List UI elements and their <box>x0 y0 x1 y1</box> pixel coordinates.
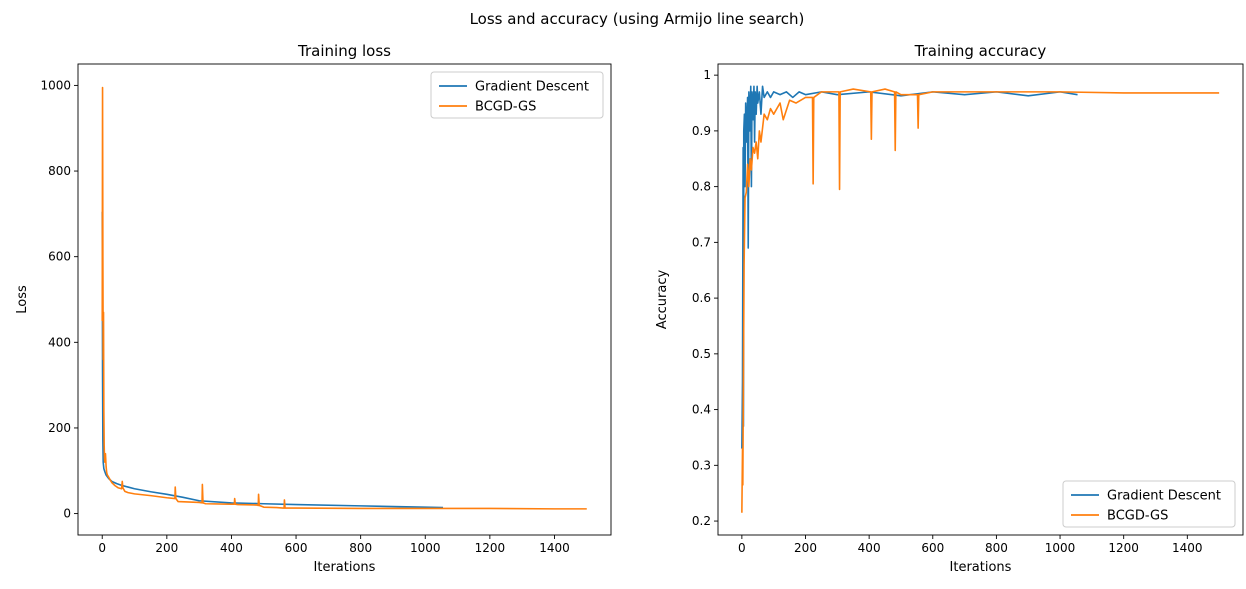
series-line-gradient-descent <box>741 85 1078 449</box>
x-axis-label: Iterations <box>314 560 376 575</box>
axes-frame <box>717 63 1244 536</box>
x-tick-label: 400 <box>858 541 881 555</box>
y-tick-label: 0 <box>63 507 71 521</box>
panel-title: Training loss <box>297 42 391 60</box>
y-tick-label: 0.5 <box>692 347 711 361</box>
legend-entry: BCGD-GS <box>475 100 536 115</box>
legend-entry: BCGD-GS <box>1107 509 1168 524</box>
y-tick-label: 0.8 <box>692 180 711 194</box>
x-tick-label: 0 <box>738 541 746 555</box>
legend-box <box>430 71 604 119</box>
series-line-bcgd-gs <box>101 86 587 510</box>
y-tick-label: 0.2 <box>692 514 711 528</box>
y-tick-label: 0.9 <box>692 124 711 138</box>
y-tick-label: 0.4 <box>692 403 711 417</box>
x-tick-label: 1400 <box>1172 541 1203 555</box>
y-tick-label: 0.7 <box>692 235 711 249</box>
y-tick-label: 800 <box>48 164 71 178</box>
x-tick-label: 400 <box>220 541 243 555</box>
y-tick-label: 0.6 <box>692 291 711 305</box>
loss-panel: Training loss 0 200 400 600 800 1000 1200 1400 0 2… <box>15 42 612 575</box>
x-tick-label: 200 <box>155 541 178 555</box>
legend-entry: Gradient Descent <box>1107 489 1221 504</box>
x-tick-label: 1200 <box>1108 541 1139 555</box>
x-tick-label: 800 <box>349 541 372 555</box>
x-tick-label: 600 <box>921 541 944 555</box>
x-tick-label: 0 <box>98 541 106 555</box>
legend: Gradient Descent BCGD-GS <box>1062 480 1236 528</box>
y-tick-label: 1000 <box>40 78 71 92</box>
x-tick-label: 1000 <box>1045 541 1076 555</box>
x-tick-label: 200 <box>794 541 817 555</box>
axes-frame <box>77 63 612 536</box>
x-tick-label: 1000 <box>410 541 441 555</box>
y-tick-label: 0.3 <box>692 458 711 472</box>
y-tick-label: 1 <box>703 68 711 82</box>
series-line-gradient-descent <box>101 211 444 509</box>
legend-entry: Gradient Descent <box>475 80 589 95</box>
y-axis-label: Accuracy <box>655 270 670 330</box>
panel-title: Training accuracy <box>914 42 1047 60</box>
legend: Gradient Descent BCGD-GS <box>430 71 604 119</box>
x-tick-label: 800 <box>985 541 1008 555</box>
x-axis-label: Iterations <box>950 560 1012 575</box>
y-axis-label: Loss <box>15 285 30 314</box>
x-tick-label: 1200 <box>475 541 506 555</box>
series-line-bcgd-gs <box>741 88 1220 513</box>
y-tick-label: 400 <box>48 335 71 349</box>
x-tick-label: 600 <box>285 541 308 555</box>
figure-suptitle: Loss and accuracy (using Armijo line sea… <box>470 10 805 28</box>
x-tick-label: 1400 <box>539 541 570 555</box>
accuracy-panel: Training accuracy 0 200 400 600 800 1000 1200 14… <box>655 42 1244 575</box>
legend-box <box>1062 480 1236 528</box>
y-tick-label: 200 <box>48 421 71 435</box>
y-tick-label: 600 <box>48 250 71 264</box>
